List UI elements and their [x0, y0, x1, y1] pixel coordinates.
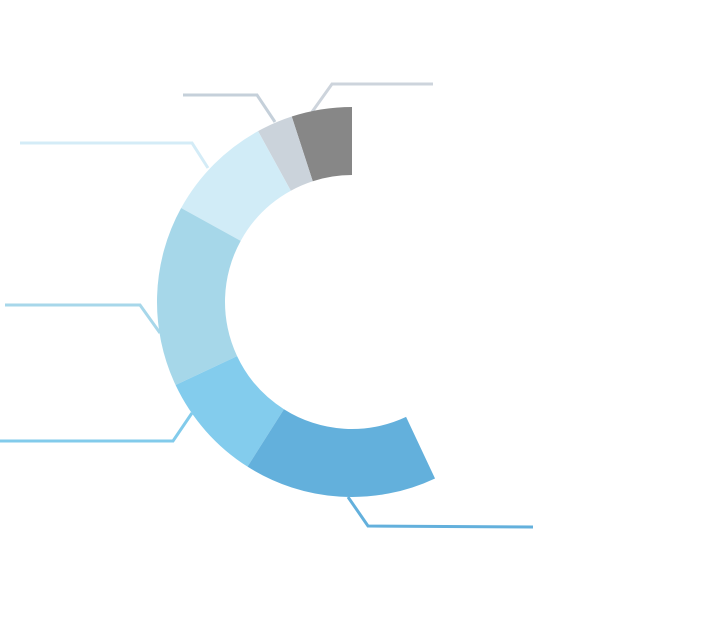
leader-line	[5, 303, 162, 334]
donut-segment	[157, 208, 241, 386]
donut-segment	[247, 409, 436, 498]
leader-line	[183, 93, 277, 123]
donut-segment	[181, 131, 291, 241]
leader-line	[20, 141, 210, 169]
leader-line	[346, 496, 534, 529]
leader-line	[310, 82, 433, 113]
donut-segment	[258, 116, 313, 191]
donut-segment	[175, 356, 284, 467]
leader-lines	[0, 82, 534, 529]
donut-segment	[291, 107, 352, 182]
leader-line	[0, 412, 194, 443]
